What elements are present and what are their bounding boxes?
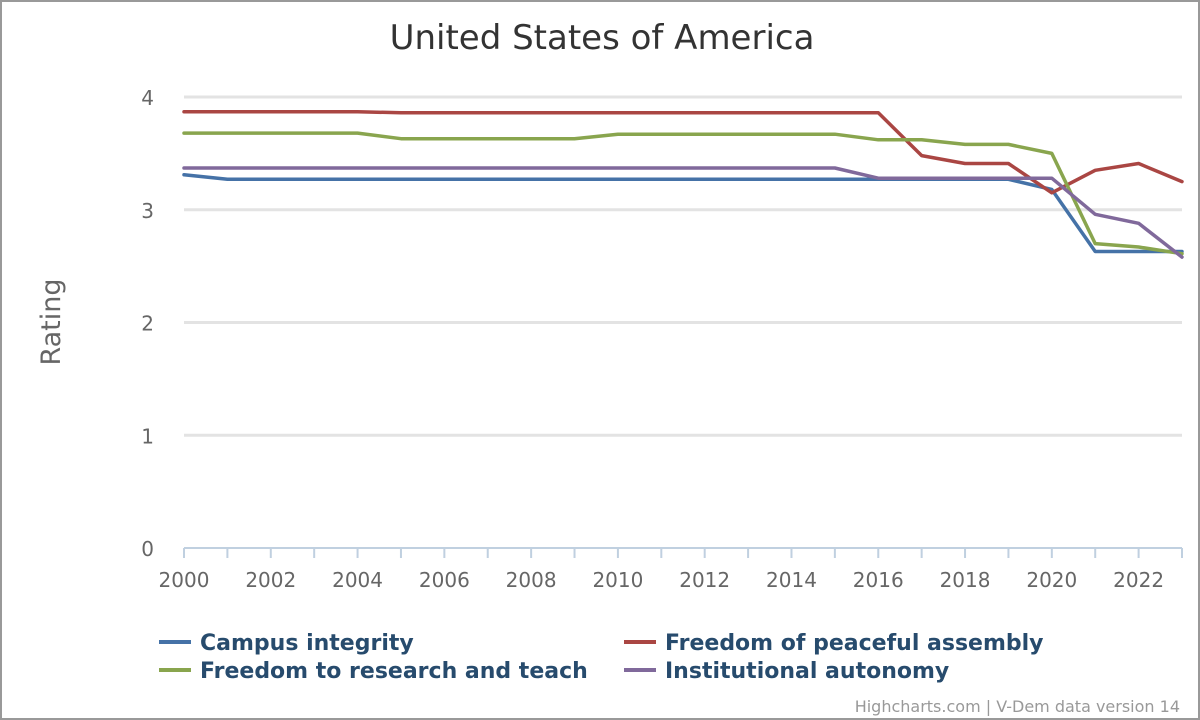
x-tick-label: 2020 (1026, 568, 1077, 592)
y-tick-label: 0 (141, 537, 154, 561)
series-line (182, 109, 1184, 195)
x-tick-label: 2010 (592, 568, 643, 592)
x-axis (183, 547, 1183, 558)
y-axis-title: Rating (36, 278, 67, 365)
x-tick-label: 2014 (766, 568, 817, 592)
legend-item[interactable]: Freedom to research and teach (200, 659, 588, 684)
x-tick-label: 2016 (853, 568, 904, 592)
x-tick-label: 2012 (679, 568, 730, 592)
series-line (182, 131, 1184, 256)
x-tick-label: 2002 (245, 568, 296, 592)
series-line (182, 166, 1184, 259)
x-tick-label: 2000 (159, 568, 210, 592)
x-tick-label: 2022 (1113, 568, 1164, 592)
x-tick-label: 2006 (419, 568, 470, 592)
series-line (182, 173, 1184, 254)
legend-item[interactable]: Campus integrity (200, 631, 414, 656)
legend[interactable]: Campus integrity Freedom of peaceful asse… (159, 631, 1044, 684)
series-lines (182, 109, 1184, 259)
legend-item[interactable]: Freedom of peaceful assembly (665, 631, 1044, 656)
gridlines (184, 95, 1182, 437)
legend-item[interactable]: Institutional autonomy (665, 659, 949, 684)
y-tick-label: 2 (141, 312, 154, 336)
chart-title: United States of America (390, 18, 815, 58)
x-tick-label: 2018 (940, 568, 991, 592)
x-axis-ticks: 2000 2002 2004 2006 2008 2010 2012 2014 2016 2018… (159, 568, 1165, 592)
x-tick-label: 2004 (332, 568, 383, 592)
credits-link[interactable]: Highcharts.com | V-Dem data version 14 (855, 697, 1180, 716)
y-tick-label: 3 (141, 199, 154, 223)
y-axis-ticks: 0 1 2 3 4 (141, 86, 154, 561)
y-tick-label: 1 (141, 424, 154, 448)
x-tick-label: 2008 (506, 568, 557, 592)
y-tick-label: 4 (141, 86, 154, 110)
